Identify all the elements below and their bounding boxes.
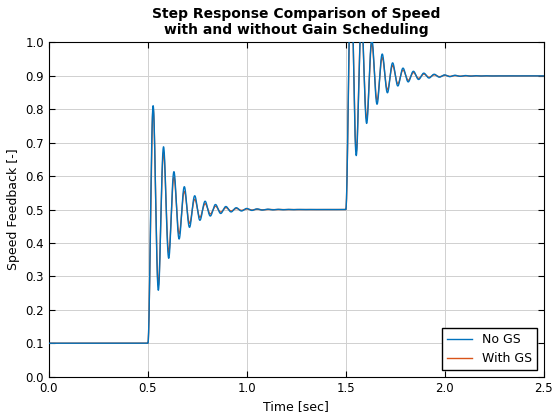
Title: Step Response Comparison of Speed
with and without Gain Scheduling: Step Response Comparison of Speed with a… [152,7,441,37]
With GS [345,78,352,83]
With GS [199,209,206,214]
No GS [345,76,352,81]
With GS [379,55,386,60]
No GS [144,341,151,346]
No GS [199,209,206,214]
Line: With GS: With GS [49,0,544,343]
No GS [302,207,309,212]
Legend: No GS, With GS: No GS, With GS [442,328,538,370]
No GS [256,207,263,212]
X-axis label: Time [sec]: Time [sec] [263,400,329,413]
No GS [540,74,547,79]
With GS [256,207,263,212]
With GS [45,341,52,346]
Y-axis label: Speed Feedback [-]: Speed Feedback [-] [7,149,20,270]
Line: No GS: No GS [49,0,544,343]
With GS [214,207,221,212]
With GS [540,74,547,79]
With GS [302,207,309,212]
No GS [379,52,386,57]
No GS [45,341,52,346]
No GS [214,206,221,211]
With GS [144,341,151,346]
